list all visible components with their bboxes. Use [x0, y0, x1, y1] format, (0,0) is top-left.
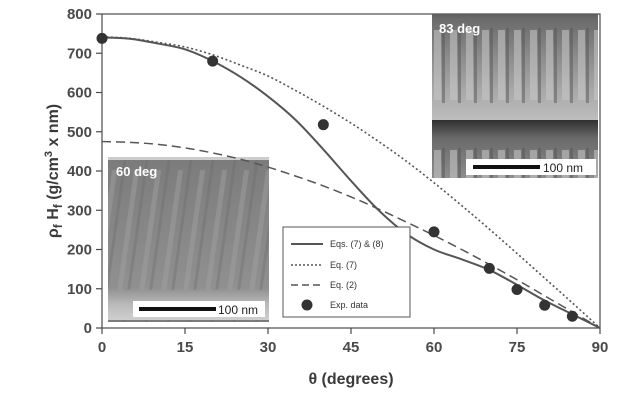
x-tick-label: 30	[260, 339, 277, 356]
y-axis-label: ρf Hf (g/cm3 x nm)	[43, 104, 65, 238]
exp-data-point	[539, 299, 551, 311]
exp-data-point	[566, 310, 578, 322]
inset-83deg-scale-text: 100 nm	[543, 161, 583, 175]
inset-60deg-label: 60 deg	[116, 164, 157, 179]
exp-data-point	[96, 32, 108, 44]
inset-60deg: 60 deg 100 nm	[108, 157, 269, 322]
series-line-dotted	[101, 35, 601, 329]
legend-entry-dashed: Eq. (2)	[291, 280, 357, 290]
y-tick-label: 700	[67, 45, 92, 62]
inset-83deg: 83 deg 100 nm	[432, 14, 598, 178]
y-tick-label: 0	[84, 320, 92, 337]
x-axis-ticks: 0 15 30 45 60 75 90	[98, 328, 609, 356]
x-tick-label: 60	[426, 339, 443, 356]
inset-83deg-scalebar	[473, 165, 540, 169]
x-tick-label: 45	[343, 339, 360, 356]
exp-data-point	[511, 284, 523, 296]
legend: Eqs. (7) & (8) Eq. (7) Eq. (2) Exp. data	[282, 226, 411, 318]
legend-text-dashed: Eq. (2)	[330, 280, 357, 290]
exp-data-point	[317, 119, 329, 131]
legend-text-dotted: Eq. (7)	[330, 260, 357, 270]
legend-text-points: Exp. data	[330, 300, 368, 310]
y-tick-label: 200	[67, 242, 92, 259]
exp-data-points	[96, 32, 578, 322]
y-tick-label: 600	[67, 85, 92, 102]
inset-60deg-scale-text: 100 nm	[218, 303, 258, 317]
inset-60deg-scalebar	[139, 307, 216, 311]
y-tick-label: 500	[67, 124, 92, 141]
exp-data-point	[428, 226, 440, 238]
inset-83deg-label: 83 deg	[439, 21, 480, 36]
legend-text-solid: Eqs. (7) & (8)	[330, 239, 384, 249]
exp-data-point	[483, 262, 495, 274]
legend-entry-points: Exp. data	[301, 299, 368, 311]
y-tick-label: 800	[67, 6, 92, 23]
legend-entry-dotted: Eq. (7)	[291, 260, 357, 270]
y-tick-label: 400	[67, 163, 92, 180]
y-tick-label: 100	[67, 281, 92, 298]
series-line-dashed	[101, 140, 601, 329]
exp-data-point	[207, 55, 219, 67]
y-axis-ticks: 0 100 200 300 400 500 600 700 800	[67, 6, 102, 337]
legend-entry-solid: Eqs. (7) & (8)	[291, 239, 384, 249]
x-axis-label: θ (degrees)	[308, 371, 393, 388]
x-tick-label: 90	[592, 339, 609, 356]
x-tick-label: 15	[177, 339, 194, 356]
y-tick-label: 300	[67, 202, 92, 219]
x-tick-label: 0	[98, 339, 106, 356]
x-tick-label: 75	[509, 339, 526, 356]
